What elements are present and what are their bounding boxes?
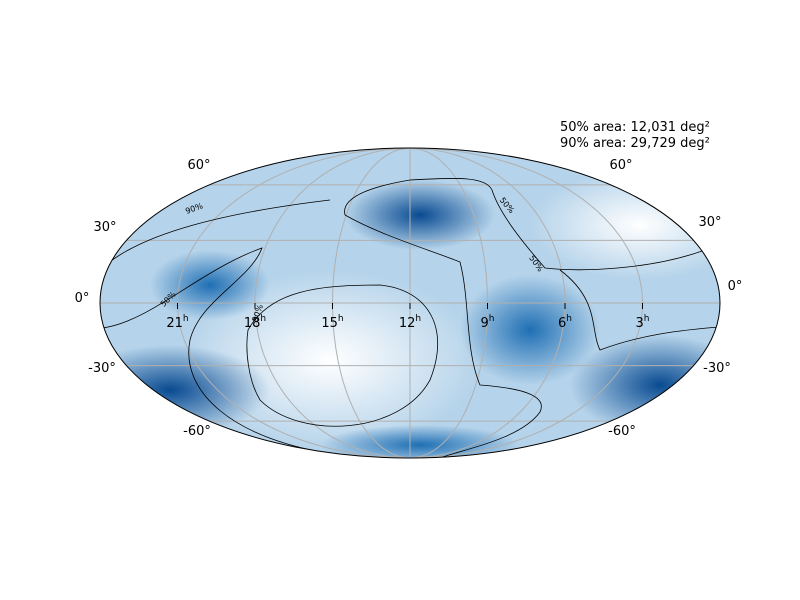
ra-unit: h xyxy=(566,314,572,324)
contour xyxy=(246,284,438,427)
lat-label: 0° xyxy=(728,279,743,294)
lat-label: 60° xyxy=(187,158,210,173)
ra-label: 21h xyxy=(166,314,188,331)
ra-label: 15h xyxy=(321,314,343,331)
ra-unit: h xyxy=(338,314,344,324)
lat-label: -60° xyxy=(183,424,211,439)
lat-label: -30° xyxy=(703,361,731,376)
contour xyxy=(100,199,331,271)
lat-label: 0° xyxy=(75,291,90,306)
ra-label: 3h xyxy=(636,314,650,331)
lat-label: 60° xyxy=(609,158,632,173)
ra-hour: 18 xyxy=(244,316,261,331)
ra-hour: 21 xyxy=(166,316,183,331)
ra-label: 6h xyxy=(558,314,572,331)
ra-hour: 12 xyxy=(399,316,416,331)
ra-unit: h xyxy=(415,314,421,324)
lat-label: -60° xyxy=(608,424,636,439)
ra-unit: h xyxy=(260,314,266,324)
contour xyxy=(344,177,706,271)
ra-unit: h xyxy=(183,314,189,324)
contour xyxy=(101,247,341,456)
ra-label: 12h xyxy=(399,314,421,331)
lat-label: -30° xyxy=(88,361,116,376)
map-border xyxy=(99,147,721,459)
ra-label: 9h xyxy=(481,314,495,331)
ra-hour: 15 xyxy=(321,316,338,331)
contours xyxy=(100,177,720,458)
lat-label: 30° xyxy=(698,215,721,230)
contour xyxy=(344,214,542,458)
annotation: 90% area: 29,729 deg² xyxy=(560,136,710,151)
annotation: 50% area: 12,031 deg² xyxy=(560,120,710,135)
ra-label: 18h xyxy=(244,314,266,331)
ra-hour: 6 xyxy=(558,316,566,331)
ra-hour: 9 xyxy=(481,316,489,331)
contour xyxy=(559,269,720,351)
ra-hour: 3 xyxy=(636,316,644,331)
lat-label: 30° xyxy=(93,220,116,235)
ra-unit: h xyxy=(644,314,650,324)
ra-unit: h xyxy=(489,314,495,324)
